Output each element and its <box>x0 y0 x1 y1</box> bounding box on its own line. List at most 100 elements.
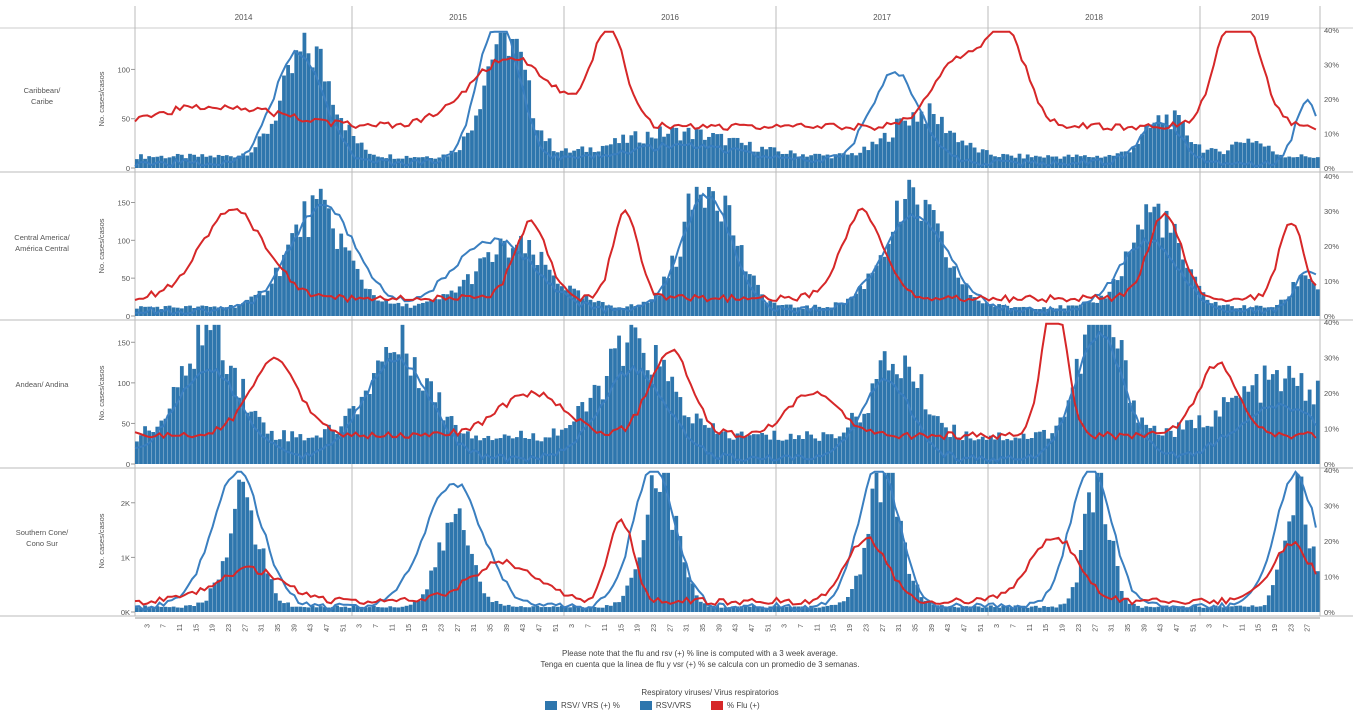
rsv-case-bar <box>1140 417 1144 464</box>
rsv-case-bar <box>1266 145 1271 168</box>
rsv-case-bar <box>911 112 916 168</box>
rsv-case-bar <box>261 548 266 612</box>
rsv-case-bar <box>519 51 523 168</box>
rsv-case-bar <box>903 198 907 316</box>
rsv-case-bar <box>147 606 152 612</box>
rsv-case-bar <box>241 303 246 316</box>
rsv-case-bar <box>347 124 352 168</box>
rsv-case-bar <box>609 605 613 612</box>
rsv-case-bar <box>294 437 299 464</box>
rsv-case-bar <box>956 437 961 464</box>
rsv-case-bar <box>555 152 560 168</box>
rsv-case-bar <box>976 300 981 316</box>
rsv-case-bar <box>1299 274 1304 316</box>
rsv-case-bar <box>228 365 233 464</box>
legend-item-rsv-pct[interactable]: RSV/ VRS (+) % <box>545 701 620 710</box>
rsv-case-bar <box>658 491 662 612</box>
rsv-case-bar <box>416 601 421 612</box>
rsv-case-bar <box>837 304 842 316</box>
rsv-case-bar <box>351 260 356 316</box>
rsv-case-bar <box>760 606 764 612</box>
rsv-case-bar <box>592 384 597 464</box>
rsv-case-bar <box>343 130 348 168</box>
legend-title: Respiratory viruses/ Virus respiratorios <box>641 688 779 697</box>
rsv-case-bar <box>989 605 993 612</box>
rsv-case-bar <box>408 375 413 464</box>
week-tick-label: 43 <box>308 624 315 632</box>
rsv-percent-line <box>134 330 1317 464</box>
rsv-case-bar <box>572 288 577 316</box>
legend-item-flu-pct[interactable]: % Flu (+) <box>711 701 760 710</box>
rsv-case-bar <box>290 606 295 612</box>
week-tick-label: 31 <box>471 624 478 632</box>
rsv-case-bar <box>752 434 756 464</box>
rsv-case-bar <box>776 606 781 612</box>
rsv-case-bar <box>367 289 372 316</box>
rsv-case-bar <box>919 111 924 168</box>
rsv-case-bar <box>261 295 266 316</box>
rsv-case-bar <box>1087 324 1091 464</box>
week-tick-label: 51 <box>553 624 560 632</box>
rsv-case-bar <box>474 115 478 168</box>
rsv-case-bar <box>846 427 850 464</box>
rsv-case-bar <box>519 235 523 316</box>
rsv-case-bar <box>723 607 728 612</box>
rsv-case-bar <box>376 607 380 612</box>
rsv-case-bar <box>404 155 409 168</box>
rsv-case-bar <box>441 550 446 612</box>
rsv-case-bar <box>429 299 433 316</box>
right-tick-label: 30% <box>1324 354 1339 363</box>
rsv-case-bar <box>1311 157 1316 168</box>
rsv-case-bar <box>220 561 225 612</box>
flu-percent-line <box>134 518 1317 606</box>
rsv-case-bar <box>829 434 834 464</box>
rsv-case-bar <box>457 508 462 612</box>
rsv-case-bar <box>159 420 164 464</box>
rsv-case-bar <box>1164 428 1169 464</box>
rsv-case-bar <box>805 607 809 612</box>
rsv-case-bar <box>817 440 822 464</box>
rsv-case-bar <box>1295 157 1300 168</box>
rsv-case-bar <box>1087 492 1091 612</box>
rsv-case-bar <box>449 522 454 612</box>
y-axis-label: No. cases/casos <box>97 71 106 126</box>
rsv-case-bar <box>682 415 687 464</box>
y-tick-label: 0 <box>126 164 130 173</box>
week-tick-label: 27 <box>1092 624 1099 632</box>
rsv-case-bar <box>1258 143 1263 168</box>
rsv-case-bar <box>690 423 695 464</box>
rsv-case-bar <box>523 253 527 316</box>
y-tick-label: 100 <box>117 236 130 245</box>
rsv-case-bar <box>907 366 912 464</box>
rsv-case-bar <box>862 146 867 168</box>
rsv-case-bar <box>1062 416 1067 464</box>
rsv-case-bar <box>535 130 540 168</box>
rsv-case-bar <box>343 606 348 612</box>
rsv-case-bar <box>907 179 912 316</box>
legend-item-rsv-cases[interactable]: RSV/VRS <box>639 701 691 710</box>
rsv-case-bar <box>862 547 867 612</box>
rsv-case-bar <box>1115 280 1120 316</box>
rsv-case-bar <box>445 294 450 316</box>
rsv-case-bar <box>874 472 879 612</box>
rsv-case-bar <box>915 121 920 168</box>
week-tick-label: 31 <box>684 624 691 632</box>
rsv-case-bar <box>1107 324 1112 464</box>
rsv-case-bar <box>253 544 258 612</box>
rsv-case-bar <box>997 607 1001 612</box>
rsv-case-bar <box>1176 422 1181 464</box>
rsv-case-bar <box>960 140 965 168</box>
rsv-case-bar <box>310 605 315 612</box>
right-tick-label: 40% <box>1324 26 1339 35</box>
rsv-case-bar <box>1066 598 1071 612</box>
rsv-case-bar <box>237 155 241 168</box>
rsv-case-bar <box>396 302 401 316</box>
rsv-case-bar <box>1307 157 1312 168</box>
rsv-case-bar <box>200 154 205 168</box>
week-tick-label: 31 <box>259 624 266 632</box>
rsv-case-bar <box>980 436 985 464</box>
week-tick-label: 51 <box>978 624 985 632</box>
rsv-case-bar <box>890 472 895 612</box>
rsv-case-bar <box>784 439 789 464</box>
region-label: Cono Sur <box>26 539 58 548</box>
